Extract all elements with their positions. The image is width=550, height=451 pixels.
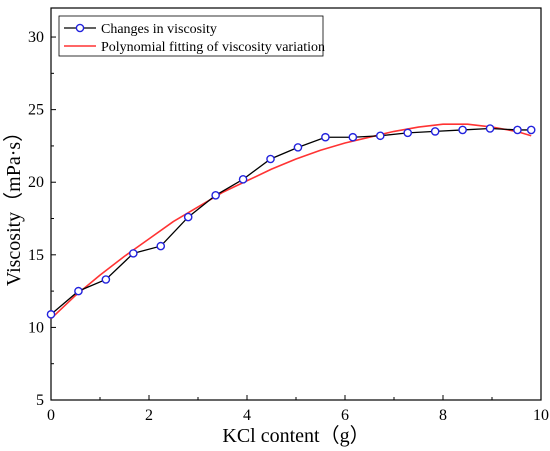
- x-tick-label: 0: [47, 407, 55, 424]
- y-tick-label: 10: [28, 319, 44, 336]
- data-point: [513, 125, 522, 135]
- data-point: [458, 125, 467, 135]
- data-point: [403, 128, 413, 138]
- x-tick-label: 2: [145, 407, 153, 424]
- data-point: [74, 286, 83, 296]
- x-tick-label: 10: [533, 407, 549, 424]
- axis-tick-labels: 0 2 4 6 8 10 5 10 15 20 25 30: [28, 29, 549, 424]
- axis-ticks: [50, 36, 542, 401]
- data-point: [156, 241, 166, 251]
- plot-frame: [50, 7, 542, 401]
- data-point: [211, 190, 220, 200]
- legend-box: [58, 15, 324, 57]
- series-fit-line: [50, 123, 532, 320]
- data-point: [348, 132, 358, 142]
- x-axis-title: KCl content（g）: [222, 424, 369, 447]
- data-point: [266, 154, 275, 164]
- data-point: [183, 212, 193, 222]
- data-point: [526, 125, 536, 135]
- x-tick-label: 6: [341, 407, 349, 424]
- data-point: [430, 127, 440, 136]
- data-point: [293, 143, 303, 152]
- data-point: [485, 124, 495, 133]
- data-point: [101, 275, 111, 284]
- legend-marker-viscosity: [75, 23, 85, 33]
- y-tick-label: 25: [28, 102, 44, 119]
- y-tick-label: 5: [36, 392, 44, 409]
- data-point: [46, 310, 56, 319]
- x-tick-label: 4: [243, 407, 251, 424]
- y-tick-label: 15: [28, 247, 44, 264]
- data-point: [129, 249, 138, 258]
- legend: Changes in viscosity Polynomial fitting …: [58, 15, 325, 57]
- data-point: [375, 131, 385, 141]
- series-layer: [46, 123, 536, 320]
- data-point: [238, 175, 248, 184]
- y-tick-label: 30: [28, 29, 44, 46]
- y-tick-label: 20: [28, 174, 44, 191]
- y-axis-title: Viscosity（mPa·s）: [2, 122, 25, 286]
- x-tick-label: 8: [439, 407, 447, 424]
- legend-label-fit: Polynomial fitting of viscosity variatio…: [101, 40, 325, 55]
- legend-label-viscosity: Changes in viscosity: [101, 22, 217, 37]
- series-viscosity-line: [50, 127, 532, 315]
- data-point: [321, 132, 330, 142]
